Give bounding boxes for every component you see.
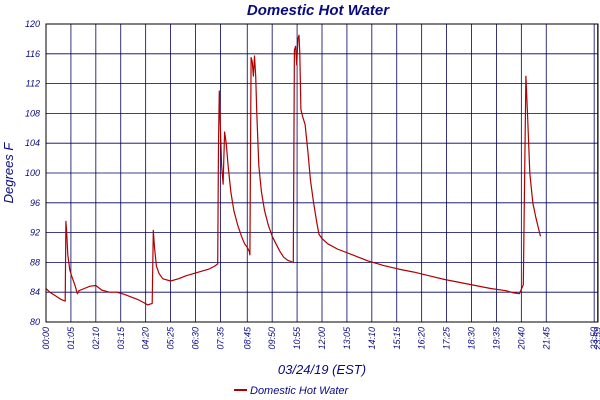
- y-tick-label: 104: [25, 138, 40, 148]
- series-group: [45, 34, 542, 306]
- x-tick-label: 02:10: [91, 327, 101, 350]
- x-tick-label: 14:10: [367, 327, 377, 350]
- x-tick-label: 00:00: [41, 327, 51, 350]
- y-tick-label: 120: [25, 19, 40, 29]
- x-tick-label: 16:20: [417, 327, 427, 350]
- y-tick-label: 92: [30, 228, 40, 238]
- x-axis-label: 03/24/19 (EST): [278, 362, 366, 377]
- x-tick-label: 04:20: [141, 327, 151, 350]
- x-tick-label: 03:15: [116, 326, 126, 350]
- x-tick-label: 21:45: [541, 326, 551, 351]
- plot-border: [45, 23, 599, 323]
- legend: Domestic Hot Water: [234, 385, 350, 397]
- y-tick-label: 88: [30, 257, 40, 267]
- y-tick-label: 96: [30, 198, 40, 208]
- y-tick-label: 80: [30, 317, 40, 327]
- y-tick-label: 84: [30, 287, 40, 297]
- x-tick-label: 17:25: [442, 326, 452, 350]
- x-tick-label: 18:30: [467, 327, 477, 350]
- x-axis-ticks: 00:00 01:05 02:10 03:15 04:20 05:25 06:30 07:35…: [41, 326, 600, 351]
- x-tick-label: 12:00: [317, 327, 327, 350]
- y-tick-label: 108: [25, 108, 40, 118]
- x-tick-label: 09:50: [267, 327, 277, 350]
- x-tick-label: 01:05: [66, 326, 76, 350]
- y-tick-label: 112: [26, 79, 40, 89]
- x-tick-label: 06:30: [191, 327, 201, 350]
- x-tick-label: 10:55: [292, 326, 302, 350]
- x-tick-label: 15:15: [392, 326, 402, 350]
- x-tick-label: 23:50: [589, 327, 599, 351]
- y-tick-label: 100: [25, 168, 40, 178]
- y-tick-label: 116: [26, 49, 40, 59]
- legend-label: Domestic Hot Water: [250, 385, 350, 397]
- x-tick-label: 19:35: [491, 326, 501, 350]
- x-tick-label: 05:25: [166, 326, 176, 350]
- y-axis-ticks: 80 84 88 92 96 100 104 108 112 116 120: [25, 19, 40, 327]
- x-tick-label: 08:45: [242, 326, 252, 350]
- x-tick-label: 20:40: [516, 327, 526, 351]
- y-axis-label: Degrees F: [1, 142, 16, 204]
- x-tick-label: 13:05: [342, 326, 352, 350]
- x-tick-label: 07:35: [215, 326, 225, 350]
- chart-title: Domestic Hot Water: [247, 2, 390, 19]
- series-line: [45, 34, 542, 306]
- x-tick-label: 23:59: [593, 327, 600, 351]
